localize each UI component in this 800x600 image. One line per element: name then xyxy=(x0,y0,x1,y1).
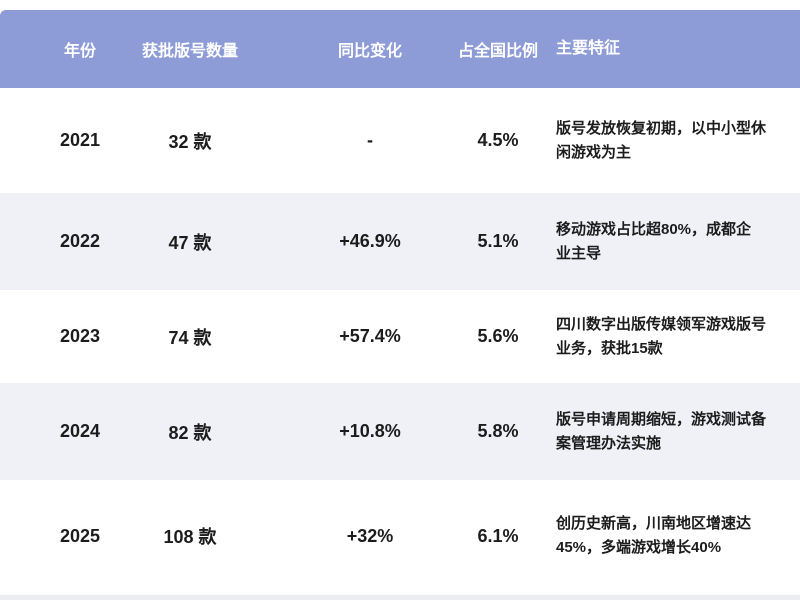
table-row-2024: 2024 82 款 +10.8% 5.8% 版号申请周期缩短，游戏测试备案管理办… xyxy=(0,383,800,480)
year-cell: 2024 xyxy=(59,421,101,441)
feature-cell: 创历史新高，川南地区增速达45%，多端游戏增长40% xyxy=(556,515,752,556)
share-cell: 5.6% xyxy=(477,326,519,346)
table-header-row: 年份 获批版号数量 同比变化 占全国比例 主要特征 xyxy=(0,10,800,88)
year-cell: 2021 xyxy=(59,130,101,150)
count-cell: 82 款 xyxy=(168,422,212,443)
change-cell: +46.9% xyxy=(339,231,401,251)
count-cell: 47 款 xyxy=(168,232,212,253)
year-cell: 2023 xyxy=(59,326,101,346)
table-row-2021: 2021 32 款 - 4.5% 版号发放恢复初期，以中小型休闲游戏为主 xyxy=(0,88,800,193)
feature-cell: 移动游戏占比超80%，成都企业主导 xyxy=(556,220,752,262)
count-cell: 74 款 xyxy=(168,327,212,348)
column-header-count: 获批版号数量 xyxy=(141,43,238,60)
table-row-2023: 2023 74 款 +57.4% 5.6% 四川数字出版传媒领军游戏版号业务，获… xyxy=(0,290,800,383)
feature-cell: 四川数字出版传媒领军游戏版号业务，获批15款 xyxy=(556,315,767,357)
data-table: 年份 获批版号数量 同比变化 占全国比例 主要特征 2021 32 款 - 4.… xyxy=(0,10,800,592)
table-row-2022: 2022 47 款 +46.9% 5.1% 移动游戏占比超80%，成都企业主导 xyxy=(0,193,800,290)
column-header-change: 同比变化 xyxy=(337,43,402,60)
count-cell: 32 款 xyxy=(168,131,212,152)
bottom-edge-strip xyxy=(0,595,800,600)
share-cell: 6.1% xyxy=(477,525,519,546)
share-cell: 4.5% xyxy=(477,130,519,150)
feature-cell: 版号发放恢复初期，以中小型休闲游戏为主 xyxy=(556,119,767,161)
change-cell: - xyxy=(367,130,373,150)
year-cell: 2025 xyxy=(59,525,101,546)
feature-cell: 版号申请周期缩短，游戏测试备案管理办法实施 xyxy=(556,410,767,452)
column-header-year: 年份 xyxy=(63,43,96,60)
count-cell: 108 款 xyxy=(163,527,217,547)
share-cell: 5.8% xyxy=(477,421,519,441)
column-header-share: 占全国比例 xyxy=(457,43,538,60)
change-cell: +10.8% xyxy=(339,421,401,441)
year-cell: 2022 xyxy=(59,231,101,251)
column-header-feature: 主要特征 xyxy=(556,40,621,58)
change-cell: +57.4% xyxy=(339,326,401,346)
table-row-2025: 2025 108 款 +32% 6.1% 创历史新高，川南地区增速达45%，多端… xyxy=(0,480,800,592)
share-cell: 5.1% xyxy=(477,231,519,251)
change-cell: +32% xyxy=(346,525,394,546)
